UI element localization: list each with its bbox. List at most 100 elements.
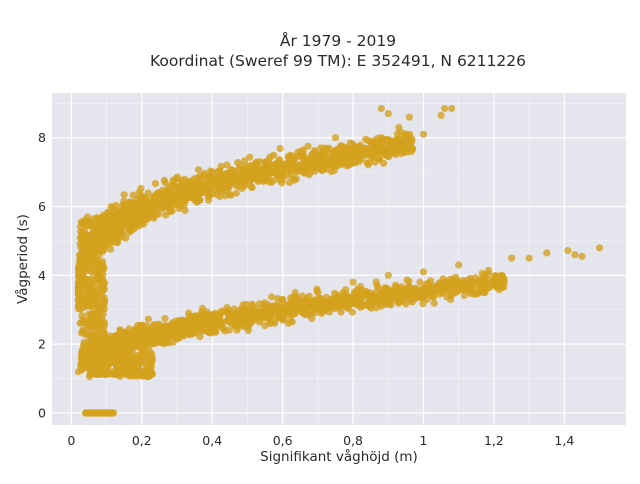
data-point (138, 333, 146, 341)
data-point (368, 145, 377, 153)
data-point (376, 146, 384, 154)
data-point (295, 302, 304, 310)
data-point (147, 355, 155, 363)
data-point (377, 302, 385, 310)
data-point (279, 295, 287, 303)
data-point (278, 175, 286, 184)
data-point (237, 305, 245, 313)
data-point (215, 186, 223, 194)
data-point (401, 286, 409, 294)
data-point (171, 193, 180, 201)
data-point (375, 155, 384, 163)
data-point (460, 291, 468, 300)
data-point (289, 152, 297, 160)
data-point (327, 167, 335, 176)
data-point (395, 123, 403, 131)
data-point (419, 294, 427, 302)
y-tick-label: 2 (38, 337, 46, 352)
data-point (269, 307, 278, 316)
data-point (166, 324, 174, 332)
data-point (78, 311, 86, 320)
data-point (392, 137, 400, 145)
x-tick-label: 0,8 (343, 433, 363, 448)
data-point (230, 305, 238, 313)
data-point (130, 209, 138, 217)
data-point (79, 348, 88, 356)
data-point (322, 158, 330, 166)
data-point (405, 277, 413, 285)
data-point (212, 324, 220, 332)
data-point (369, 137, 377, 145)
x-tick-label: 1,4 (554, 433, 574, 448)
data-point (82, 232, 90, 240)
data-point (110, 333, 118, 341)
data-point (205, 196, 213, 204)
data-point (85, 250, 93, 259)
data-point (384, 110, 392, 118)
data-point (436, 290, 444, 298)
y-tick-label: 4 (38, 268, 46, 283)
data-point (155, 196, 163, 204)
data-point (365, 159, 373, 167)
data-point (138, 216, 146, 224)
data-point (90, 256, 98, 264)
data-point (340, 152, 348, 160)
data-point (158, 334, 166, 342)
data-point (95, 251, 104, 259)
data-point (185, 331, 193, 339)
data-point (192, 316, 200, 324)
data-point (261, 158, 269, 166)
data-point (311, 147, 319, 155)
data-point (327, 302, 335, 310)
data-point (145, 214, 153, 222)
data-point (122, 234, 130, 242)
data-point (303, 300, 311, 308)
data-point (411, 295, 419, 303)
data-point (147, 207, 155, 215)
data-point (374, 283, 382, 291)
data-point (151, 179, 159, 188)
data-point (243, 306, 251, 314)
data-point (270, 319, 278, 327)
data-point (316, 156, 324, 164)
data-point (166, 208, 174, 216)
data-point (492, 278, 500, 286)
data-point (85, 288, 93, 297)
data-point (112, 201, 120, 209)
data-point (83, 302, 92, 310)
data-point (395, 143, 403, 151)
data-point (240, 157, 248, 165)
data-point (498, 271, 506, 279)
data-point (155, 326, 163, 334)
data-point (81, 409, 90, 417)
data-point (92, 215, 101, 223)
data-point (216, 175, 225, 183)
data-point (169, 199, 177, 207)
data-point (342, 286, 350, 294)
data-point (268, 293, 276, 301)
data-point (234, 182, 242, 191)
data-point (100, 323, 108, 331)
data-point (121, 338, 129, 346)
data-point (296, 147, 304, 156)
data-point (304, 142, 312, 150)
data-point (116, 226, 124, 234)
data-point (191, 182, 199, 190)
data-point (384, 271, 392, 279)
data-point (247, 161, 255, 170)
data-point (196, 172, 204, 180)
data-point (346, 139, 354, 147)
data-point (82, 317, 90, 325)
data-point (184, 324, 193, 332)
data-point (377, 104, 385, 113)
data-point (270, 151, 278, 159)
data-point (105, 361, 113, 369)
data-point (419, 130, 428, 138)
data-point (162, 194, 170, 202)
data-point (146, 331, 154, 339)
data-point (242, 315, 251, 323)
data-point (125, 229, 133, 237)
data-point (190, 175, 198, 183)
data-point (571, 251, 579, 259)
